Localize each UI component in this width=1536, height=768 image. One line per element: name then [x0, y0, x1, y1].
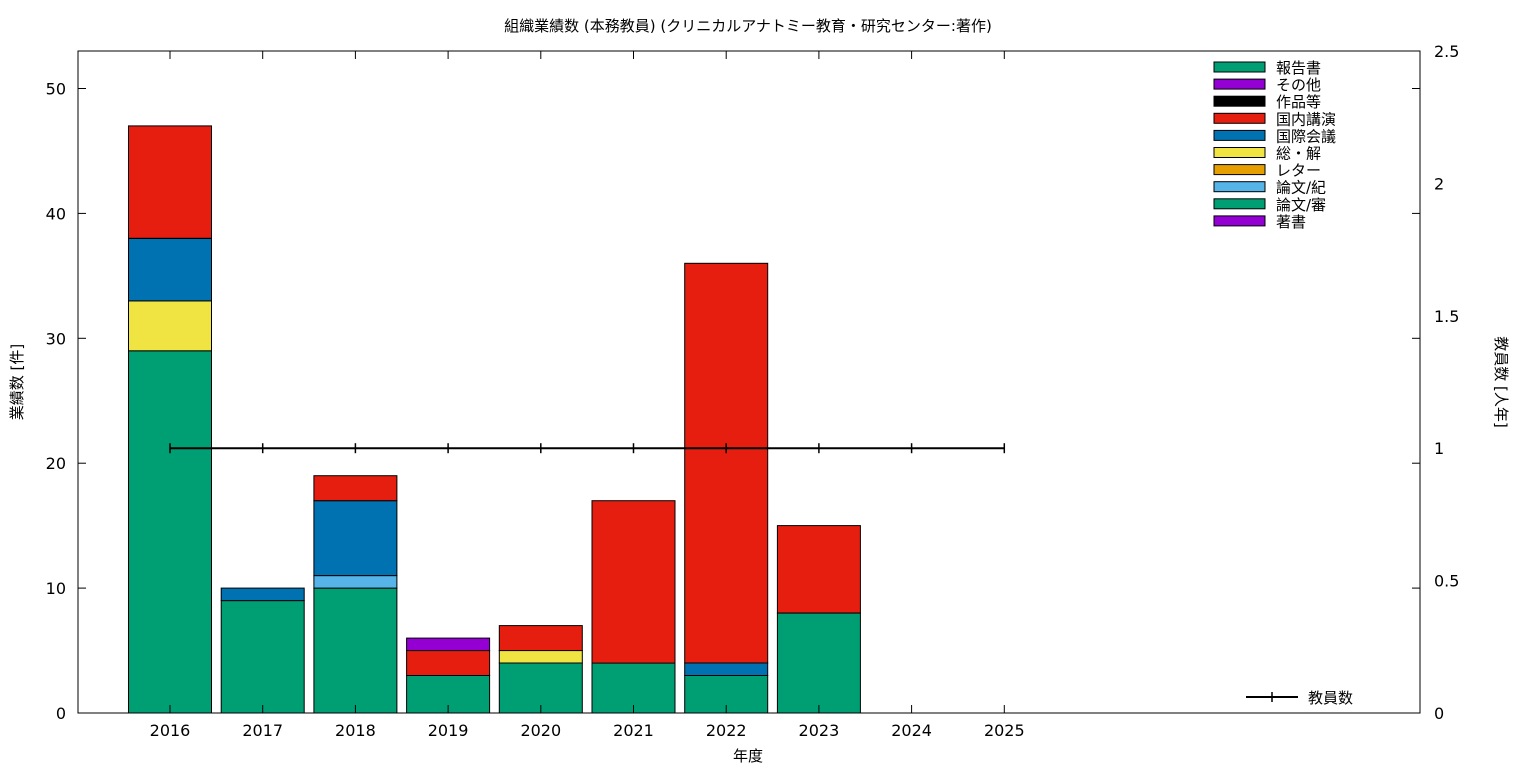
bar-2016-series-5	[128, 237, 212, 302]
bar-2016-series-1	[128, 350, 212, 714]
bar-2016-series-4	[128, 300, 212, 352]
x-tick-label-2018: 2018	[335, 721, 376, 740]
chart-title: 組織業績数 (本務教員) (クリニカルアナトミー教育・研究センター:著作)	[504, 17, 992, 35]
bar-2018-series-1	[313, 587, 398, 714]
x-tick-label-2016: 2016	[150, 721, 191, 740]
legend-label-2: 作品等	[1276, 93, 1321, 111]
x-tick-label-2017: 2017	[242, 721, 283, 740]
legend-swatch-9	[1213, 215, 1266, 227]
legend-swatch-8	[1213, 198, 1266, 210]
y-tick-label-30: 30	[46, 329, 66, 348]
bar-2018-series-6	[313, 475, 398, 502]
y2-tick-label-0: 0	[1434, 704, 1444, 723]
x-tick-label-2023: 2023	[799, 721, 840, 740]
legend-swatch-6	[1213, 164, 1266, 176]
bar-2023-series-6	[776, 525, 861, 614]
legend-label-9: 著書	[1276, 213, 1306, 231]
x-axis-label: 年度	[733, 747, 763, 765]
x-axis-ticks: 2016 2017 2018 2019 2020 2021 2022 2023 2024 2025	[150, 51, 1025, 740]
bar-2020-series-1	[498, 662, 583, 714]
bar-2016-series-6	[128, 125, 212, 239]
y2-tick-label-1-5: 1.5	[1434, 307, 1459, 326]
bar-2021-series-6	[591, 500, 676, 664]
x-tick-label-2021: 2021	[613, 721, 654, 740]
bar-2020-series-6	[498, 625, 583, 652]
bars	[128, 125, 861, 714]
bar-2017-series-5	[220, 587, 305, 602]
bar-2018-series-2	[313, 575, 398, 589]
line-legend-label: 教員数	[1308, 689, 1353, 707]
bar-2023-series-1	[776, 612, 861, 714]
legend-swatch-1	[1213, 78, 1266, 90]
y-axis-label: 業績数 [件]	[8, 344, 26, 420]
legend-label-4: 国際会議	[1276, 127, 1336, 145]
y2-tick-label-1: 1	[1434, 439, 1444, 458]
legend-label-0: 報告書	[1276, 59, 1321, 77]
bar-2018-series-5	[313, 500, 398, 577]
bar-2022-series-6	[684, 262, 769, 664]
bar-2020-series-4	[498, 650, 583, 664]
x-tick-label-2024: 2024	[891, 721, 932, 740]
y-tick-label-10: 10	[46, 579, 66, 598]
y2-tick-label-0-5: 0.5	[1434, 572, 1459, 591]
y2-axis-ticks: 0 0.5 1 1.5 2 2.5	[1434, 42, 1459, 723]
y-tick-label-40: 40	[46, 204, 66, 223]
y-tick-label-50: 50	[46, 80, 66, 99]
legend-swatch-4	[1213, 129, 1266, 141]
legend-swatch-5	[1213, 147, 1266, 158]
legend-swatch-0	[1213, 61, 1266, 73]
bar-2017-series-1	[220, 600, 305, 714]
y-tick-label-0: 0	[56, 704, 66, 723]
line-legend: 教員数	[1246, 689, 1353, 707]
y2-tick-label-2: 2	[1434, 174, 1444, 193]
legend-swatch-3	[1213, 112, 1266, 124]
legend-label-5: 総・解	[1276, 145, 1321, 163]
legend-label-6: レター	[1276, 162, 1321, 180]
legend-label-1: その他	[1276, 76, 1321, 94]
legend-label-3: 国内講演	[1276, 110, 1336, 128]
x-tick-label-2020: 2020	[520, 721, 561, 740]
legend-swatch-2	[1213, 95, 1266, 107]
legend-label-8: 論文/審	[1276, 196, 1326, 214]
bar-2019-series-6	[406, 650, 491, 676]
x-tick-label-2019: 2019	[428, 721, 469, 740]
y-tick-label-20: 20	[46, 454, 66, 473]
bar-2019-series-8	[406, 637, 491, 652]
y2-tick-label-2-5: 2.5	[1434, 42, 1459, 61]
legend-label-7: 論文/紀	[1276, 179, 1326, 197]
legend-swatch-7	[1213, 181, 1266, 193]
x-tick-label-2025: 2025	[984, 721, 1025, 740]
y2-axis-label: 教員数 [人年]	[1492, 336, 1510, 427]
faculty-line-layer	[169, 443, 1006, 454]
y-axis-ticks: 0 10 20 30 40 50	[46, 80, 1420, 723]
x-tick-label-2022: 2022	[706, 721, 747, 740]
bar-2022-series-5	[684, 662, 769, 676]
